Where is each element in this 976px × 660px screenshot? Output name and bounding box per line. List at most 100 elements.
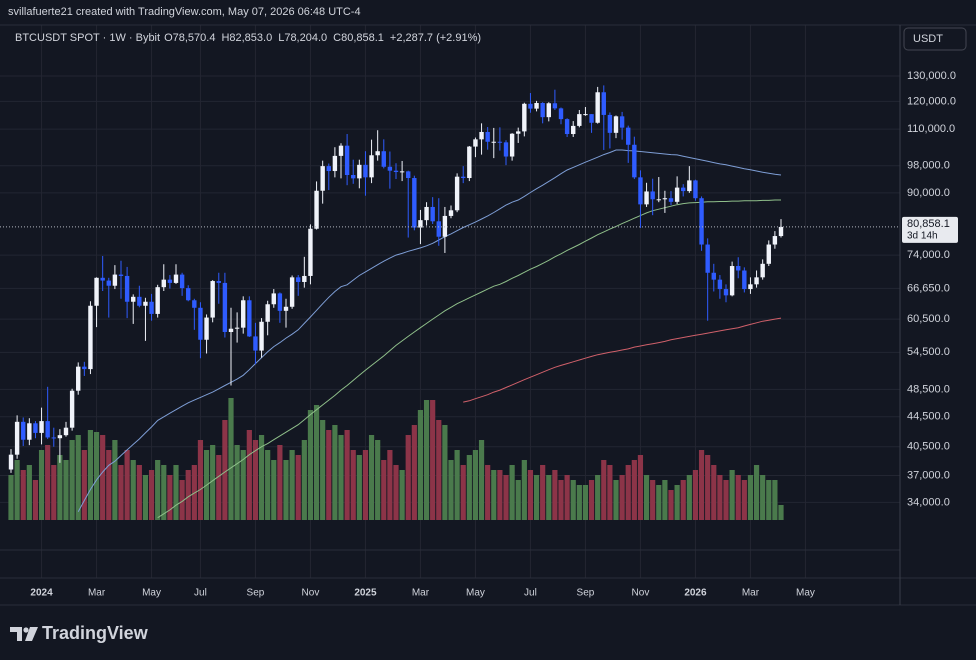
candle-body xyxy=(204,317,209,340)
candle-body xyxy=(149,301,154,314)
volume-bar xyxy=(399,470,405,520)
y-tick-label: 37,000.0 xyxy=(907,469,950,481)
candle-body xyxy=(94,277,99,306)
volume-bar xyxy=(155,460,161,520)
candle-body xyxy=(314,190,319,229)
candle-body xyxy=(577,114,582,126)
candle-body xyxy=(14,421,20,455)
y-tick-label: 60,500.0 xyxy=(907,313,950,325)
volume-bar xyxy=(222,420,228,520)
change: +2,287.7 (+2.91%) xyxy=(390,32,481,44)
volume-bar xyxy=(705,455,711,520)
candle-body xyxy=(76,366,81,391)
candle-body xyxy=(338,145,344,156)
volume-bar xyxy=(185,470,191,520)
x-tick-label: May xyxy=(466,588,485,599)
volume-bar xyxy=(148,470,155,520)
volume-bar xyxy=(753,465,760,520)
candle-body xyxy=(662,198,668,200)
volume-bar xyxy=(423,400,430,520)
footer-brand: TradingView xyxy=(42,623,149,643)
y-tick-label: 130,000.0 xyxy=(907,70,956,82)
candle-body xyxy=(674,187,680,202)
candle-body xyxy=(369,155,374,178)
candle-body xyxy=(607,114,613,133)
candle-body xyxy=(143,301,148,306)
candle-body xyxy=(302,275,307,282)
candle-body xyxy=(179,274,185,289)
volume-bar xyxy=(686,475,692,520)
volume-bar xyxy=(228,398,234,520)
volume-bar xyxy=(643,475,650,520)
x-tick-label: May xyxy=(142,588,161,599)
x-tick-label: Mar xyxy=(88,588,106,599)
y-tick-label: 44,500.0 xyxy=(907,411,950,423)
y-tick-label: 74,000.0 xyxy=(907,249,950,261)
candle-body xyxy=(760,263,765,278)
candle-body xyxy=(424,206,429,221)
volume-bar xyxy=(491,470,497,520)
y-tick-label: 90,000.0 xyxy=(907,187,950,199)
candle-body xyxy=(632,144,637,178)
volume-bar xyxy=(307,410,314,520)
candle-body xyxy=(253,336,258,351)
candle-body xyxy=(748,284,753,290)
moving-average-layer xyxy=(77,149,782,519)
volume-bar xyxy=(680,480,686,520)
candle-body xyxy=(626,127,631,145)
x-tick-label: 2024 xyxy=(30,588,53,599)
candle-body xyxy=(668,198,674,202)
volume-bar xyxy=(509,465,515,520)
candle-body xyxy=(589,114,594,123)
currency-button[interactable] xyxy=(903,27,967,51)
volume-bar xyxy=(393,465,399,520)
volume-bar xyxy=(106,450,112,520)
volume-bar xyxy=(161,465,167,520)
volume-bar xyxy=(173,465,179,520)
candle-body xyxy=(69,390,75,428)
x-tick-label: Jul xyxy=(524,588,537,599)
candle-body xyxy=(540,102,545,118)
y-tick-label: 54,500.0 xyxy=(907,346,950,358)
candle-body xyxy=(638,177,643,205)
y-tick-label: 34,000.0 xyxy=(907,496,950,508)
candle-body xyxy=(564,119,570,135)
volume-bar xyxy=(564,475,570,520)
candle-body xyxy=(571,125,576,135)
y-tick-label: 40,500.0 xyxy=(907,441,950,453)
volume-bar xyxy=(313,405,320,520)
candle-body xyxy=(100,277,105,281)
volume-bar xyxy=(8,475,14,520)
x-tick-label: 2026 xyxy=(684,588,707,599)
volume-bar xyxy=(454,450,460,520)
logo: TradingView xyxy=(10,623,149,643)
candle-body xyxy=(289,277,295,307)
candle-body xyxy=(39,421,44,433)
candle-body xyxy=(687,180,692,192)
volume-bar xyxy=(295,455,301,520)
volume-bar xyxy=(595,475,601,520)
candle-body xyxy=(375,151,380,156)
candle-body xyxy=(479,131,484,140)
candle-body xyxy=(351,175,356,179)
candle-body xyxy=(45,421,50,438)
volume-bar xyxy=(503,475,509,520)
candle-body xyxy=(509,133,515,157)
candle-body xyxy=(167,279,173,283)
volume-bar xyxy=(368,435,375,520)
volume-bar xyxy=(497,470,503,520)
volume-bar xyxy=(271,460,277,520)
candle-body xyxy=(131,296,136,302)
currency[interactable]: USDT xyxy=(913,33,943,45)
ohlc-high: H82,853.0 xyxy=(221,32,272,44)
candle-body xyxy=(473,139,478,147)
volume-bar xyxy=(527,470,534,520)
volume-bar xyxy=(216,455,222,520)
y-tick-label: 48,500.0 xyxy=(907,383,950,395)
volume-bar xyxy=(277,445,283,520)
candle-body xyxy=(613,116,619,133)
candle-body xyxy=(699,198,704,245)
candle-body xyxy=(137,296,142,306)
